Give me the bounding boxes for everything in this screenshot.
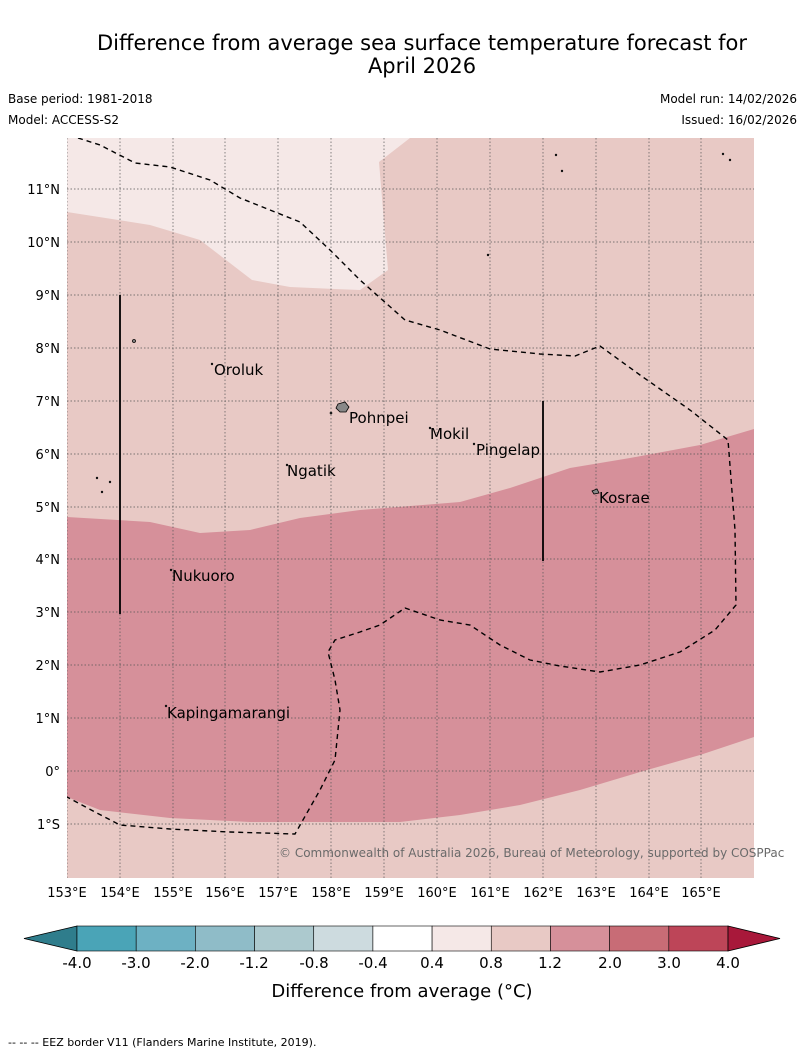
- colorbar-tick: -1.2: [239, 954, 268, 972]
- pingelap-islet: [472, 442, 476, 446]
- lat-label: 0°: [45, 765, 60, 780]
- islet: [108, 480, 112, 484]
- oroluk-islet: [210, 362, 214, 366]
- colorbar-extend-low: [23, 925, 78, 952]
- colorbar-segment: [372, 925, 433, 952]
- lon-label: 159°E: [364, 886, 404, 901]
- lat-label: 1°S: [37, 818, 60, 833]
- place-label-oroluk: Oroluk: [214, 361, 263, 379]
- lon-label: 158°E: [311, 886, 351, 901]
- colorbar-tick: -4.0: [62, 954, 91, 972]
- lon-label: 156°E: [205, 886, 245, 901]
- nukuoro-islet: [169, 568, 173, 572]
- model-name: Model: ACCESS-S2: [8, 113, 120, 127]
- footnote-eez: -- -- -- EEZ border V11 (Flanders Marine…: [8, 1036, 317, 1049]
- islet: [728, 158, 732, 162]
- lat-label: 5°N: [36, 501, 61, 516]
- islet: [721, 152, 725, 156]
- colorbar-segment: [668, 925, 729, 952]
- eez-border: [67, 138, 737, 835]
- islet: [560, 169, 564, 173]
- title-line-1: Difference from average sea surface temp…: [97, 31, 747, 55]
- anomaly-zone-1.2-2.0: [67, 429, 754, 822]
- lat-label: 11°N: [27, 183, 60, 198]
- lon-label: 154°E: [100, 886, 140, 901]
- lat-label: 10°N: [27, 236, 60, 251]
- colorbar-label: Difference from average (°C): [271, 981, 532, 1002]
- lat-label: 6°N: [36, 448, 61, 463]
- islet: [132, 339, 136, 343]
- colorbar-segment: [135, 925, 196, 952]
- kapingamarangi-islet: [164, 704, 168, 708]
- ngatik-islet: [285, 463, 289, 467]
- lat-label: 9°N: [36, 289, 61, 304]
- lat-label: 1°N: [36, 712, 61, 727]
- kosrae-island: [591, 488, 600, 495]
- lon-label: 161°E: [470, 886, 510, 901]
- place-label-mokil: Mokil: [430, 425, 469, 443]
- colorbar-segment: [254, 925, 315, 952]
- lat-label: 4°N: [36, 553, 61, 568]
- colorbar-tick: 1.2: [538, 954, 562, 972]
- lat-label: 8°N: [36, 342, 61, 357]
- islet: [95, 476, 99, 480]
- lat-label: 3°N: [36, 606, 61, 621]
- colorbar: [23, 925, 781, 952]
- colorbar-tick: -2.0: [180, 954, 209, 972]
- colorbar-tick: 4.0: [716, 954, 740, 972]
- lat-label: 7°N: [36, 395, 61, 410]
- lon-label: 157°E: [258, 886, 298, 901]
- islet: [329, 411, 333, 415]
- place-label-kosrae: Kosrae: [599, 489, 650, 507]
- colorbar-tick: -0.4: [358, 954, 387, 972]
- base-period: Base period: 1981-2018: [8, 92, 153, 106]
- colorbar-tick: 2.0: [598, 954, 622, 972]
- graticule: [67, 138, 754, 878]
- colorbar-segment: [195, 925, 255, 952]
- lon-label: 163°E: [576, 886, 616, 901]
- islet: [486, 253, 490, 257]
- colorbar-tick: -3.0: [121, 954, 150, 972]
- lat-label: 2°N: [36, 659, 61, 674]
- title-line-2: April 2026: [367, 54, 477, 78]
- colorbar-segment: [431, 925, 492, 952]
- place-label-ngatik: Ngatik: [287, 462, 336, 480]
- anomaly-zone-0.4-0.8: [67, 138, 410, 290]
- colorbar-segment: [76, 925, 137, 952]
- lon-label: 162°E: [523, 886, 563, 901]
- place-label-pohnpei: Pohnpei: [349, 409, 409, 427]
- place-label-pingelap: Pingelap: [476, 441, 540, 459]
- lon-label: 164°E: [629, 886, 669, 901]
- colorbar-tick: 0.8: [479, 954, 503, 972]
- colorbar-segment: [609, 925, 670, 952]
- lon-label: 155°E: [153, 886, 193, 901]
- colorbar-ticks: -4.0 -3.0 -2.0 -1.2 -0.8 -0.4 0.4 0.8 1.…: [62, 954, 740, 972]
- lon-label: 160°E: [417, 886, 457, 901]
- place-label-kapingamarangi: Kapingamarangi: [167, 704, 290, 722]
- colorbar-extend-high: [727, 925, 781, 952]
- colorbar-segment: [490, 925, 551, 952]
- colorbar-tick: 3.0: [657, 954, 681, 972]
- lon-label: 153°E: [47, 886, 87, 901]
- issued-date: Issued: 16/02/2026: [681, 113, 797, 127]
- colorbar-segment: [550, 925, 610, 952]
- colorbar-tick: -0.8: [299, 954, 328, 972]
- mokil-islet: [428, 426, 432, 430]
- islet: [554, 153, 558, 157]
- colorbar-segment: [313, 925, 374, 952]
- chart-title: Difference from average sea surface temp…: [60, 32, 784, 78]
- pohnpei-island: [335, 401, 350, 413]
- copyright-notice: © Commonwealth of Australia 2026, Bureau…: [279, 846, 784, 860]
- islands: [95, 152, 732, 708]
- lon-label: 165°E: [681, 886, 721, 901]
- map-area: Oroluk Pohnpei Mokil Pingelap Ngatik Kos…: [67, 138, 754, 878]
- colorbar-tick: 0.4: [420, 954, 444, 972]
- islet: [100, 490, 104, 494]
- place-label-nukuoro: Nukuoro: [172, 567, 235, 585]
- model-run: Model run: 14/02/2026: [659, 92, 797, 106]
